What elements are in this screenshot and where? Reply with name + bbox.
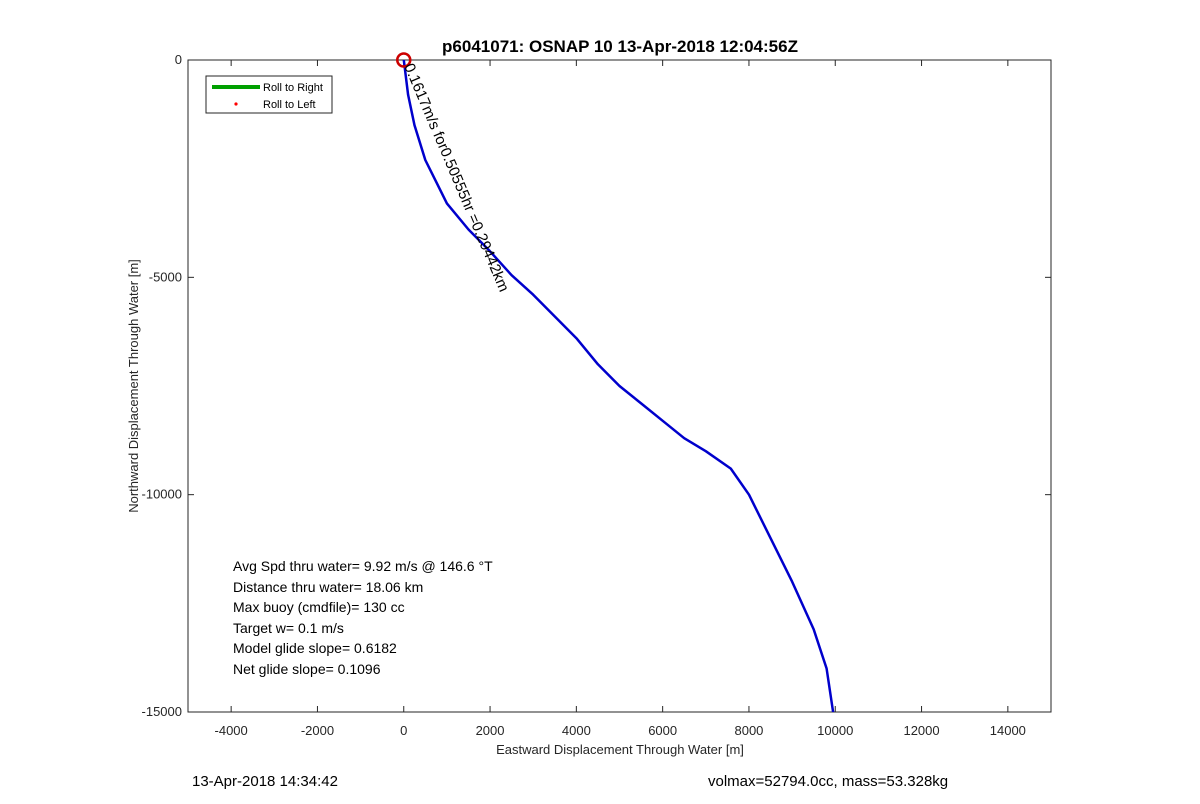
x-tick-label: 8000 <box>734 723 763 738</box>
legend-label-roll-left: Roll to Left <box>263 99 316 111</box>
x-tick-label: 4000 <box>562 723 591 738</box>
legend-swatch-roll-left <box>234 102 238 106</box>
stat-model-glide: Model glide slope= 0.6182 <box>233 640 397 656</box>
x-tick-label: 10000 <box>817 723 853 738</box>
axis-ticks: -4000 -2000 0 2000 4000 6000 8000 10000 12000 140… <box>142 52 1051 738</box>
x-tick-label: 14000 <box>990 723 1026 738</box>
x-tick-label: -2000 <box>301 723 334 738</box>
stats-block: Avg Spd thru water= 9.92 m/s @ 146.6 °T … <box>233 558 493 677</box>
footer-timestamp: 13-Apr-2018 14:34:42 <box>192 773 338 790</box>
y-tick-label: -15000 <box>142 704 182 719</box>
stat-net-glide: Net glide slope= 0.1096 <box>233 661 381 677</box>
stat-avg-speed: Avg Spd thru water= 9.92 m/s @ 146.6 °T <box>233 558 493 574</box>
y-tick-label: 0 <box>175 52 182 67</box>
series-line-0 <box>402 59 835 713</box>
legend: Roll to Right Roll to Left <box>205 75 333 114</box>
stat-max-buoy: Max buoy (cmdfile)= 130 cc <box>233 599 405 615</box>
x-tick-label: -4000 <box>215 723 248 738</box>
x-tick-label: 2000 <box>476 723 505 738</box>
series-layer <box>402 59 835 713</box>
legend-label-roll-right: Roll to Right <box>263 82 323 94</box>
stat-distance: Distance thru water= 18.06 km <box>233 579 423 595</box>
marker-layer <box>396 52 412 68</box>
x-tick-label: 6000 <box>648 723 677 738</box>
footer-vol-mass: volmax=52794.0cc, mass=53.328kg <box>708 773 949 790</box>
x-axis-label: Eastward Displacement Through Water [m] <box>496 742 744 757</box>
chart-area: -4000 -2000 0 2000 4000 6000 8000 10000 12000 140… <box>126 37 1052 757</box>
legend-box <box>205 75 333 114</box>
chart-title: p6041071: OSNAP 10 13-Apr-2018 12:04:56Z <box>442 37 798 56</box>
y-tick-label: -10000 <box>142 487 182 502</box>
x-tick-label: 12000 <box>903 723 939 738</box>
y-axis-label: Northward Displacement Through Water [m] <box>126 259 141 513</box>
x-tick-label: 0 <box>400 723 407 738</box>
start-circle <box>396 52 412 68</box>
y-tick-label: -5000 <box>149 269 182 284</box>
stat-target-w: Target w= 0.1 m/s <box>233 620 344 636</box>
